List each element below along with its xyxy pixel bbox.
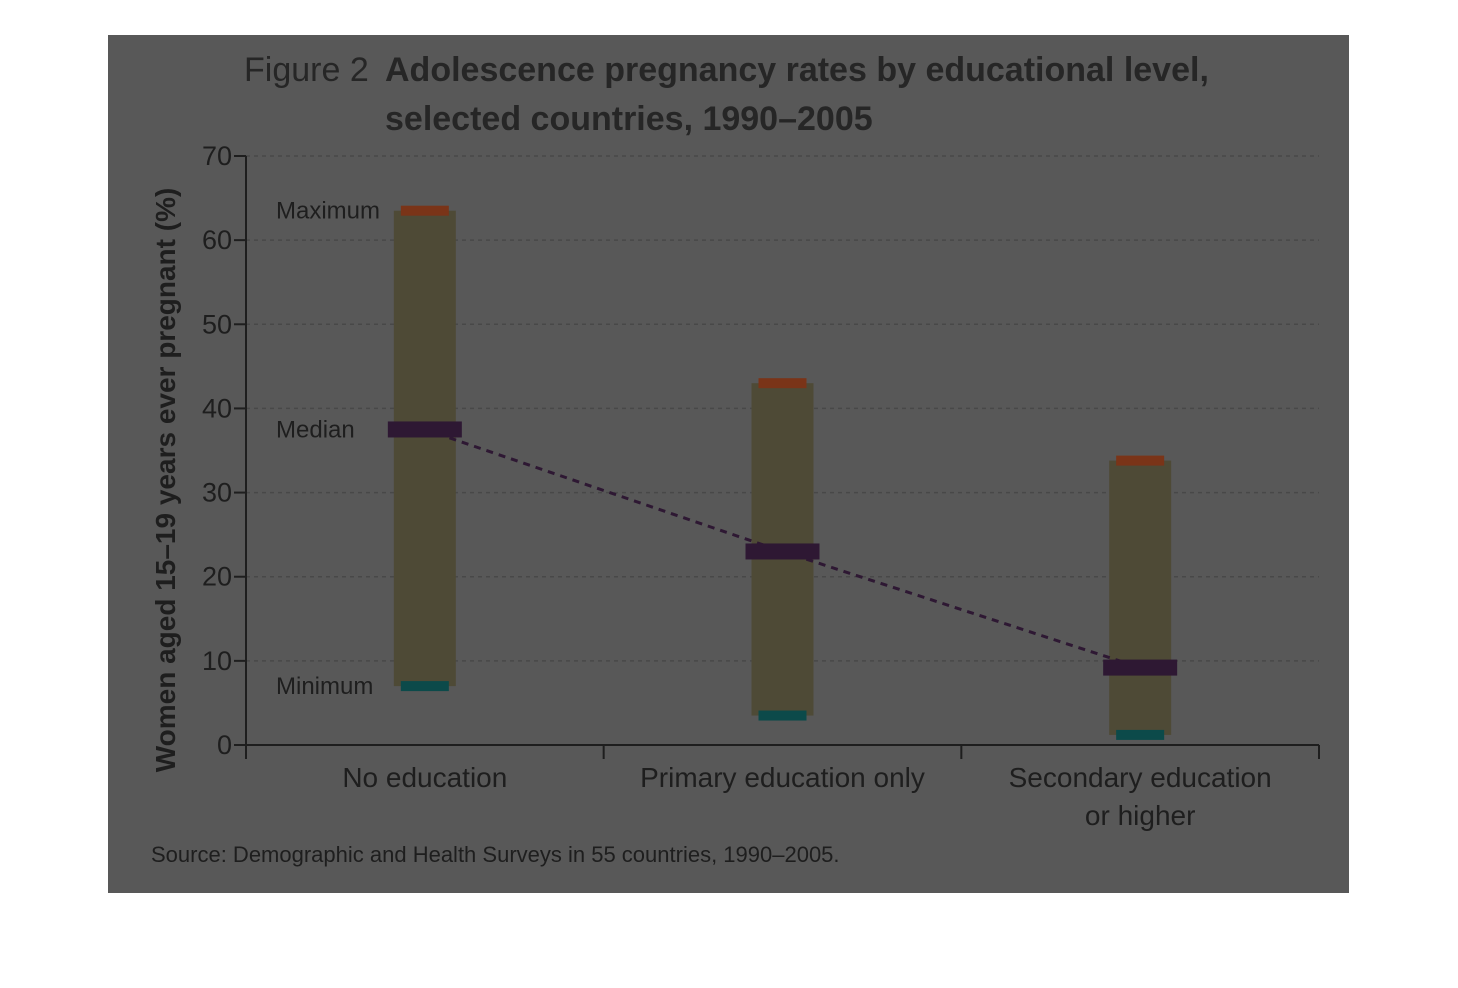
y-tick-label: 10 (202, 646, 232, 676)
x-category-label: Secondary education (1009, 762, 1272, 793)
category-labels: No education Primary education only Second… (342, 762, 1271, 831)
y-axis-label: Women aged 15–19 years ever pregnant (%) (150, 188, 181, 773)
y-axis-ticks: 0 10 20 30 40 50 60 70 (202, 141, 246, 760)
median-marker (745, 543, 820, 560)
minimum-marker (1116, 729, 1165, 740)
x-category-label: or higher (1085, 800, 1196, 831)
y-tick-label: 30 (202, 478, 232, 508)
median-trend-line (387, 421, 1178, 676)
minimum-annotation: Minimum (276, 673, 373, 700)
maximum-marker (400, 205, 449, 216)
y-tick-label: 60 (202, 225, 232, 255)
source-note: Source: Demographic and Health Surveys i… (151, 842, 840, 867)
median-annotation: Median (276, 416, 355, 443)
chart-svg: Figure 2 Adolescence pregnancy rates by … (150, 51, 1320, 867)
range-bar (393, 210, 456, 687)
figure-label: Figure 2 (244, 51, 369, 89)
maximum-marker (1116, 455, 1165, 466)
x-category-label: Primary education only (640, 762, 925, 793)
y-tick-label: 0 (217, 730, 232, 760)
minimum-marker (758, 710, 807, 721)
y-tick-label: 70 (202, 141, 232, 171)
y-tick-label: 20 (202, 562, 232, 592)
maximum-marker (758, 378, 807, 389)
maximum-annotation: Maximum (276, 198, 380, 225)
y-tick-label: 40 (202, 393, 232, 423)
chart-panel: Figure 2 Adolescence pregnancy rates by … (108, 35, 1349, 893)
y-tick-label: 50 (202, 309, 232, 339)
chart-title-line2: selected countries, 1990–2005 (385, 100, 873, 138)
minimum-marker (400, 681, 449, 692)
range-bars (393, 205, 1172, 740)
x-category-label: No education (342, 762, 507, 793)
median-marker (387, 421, 462, 438)
annotations: Maximum Median Minimum (276, 198, 380, 700)
range-bar (1109, 460, 1172, 735)
chart-title-line1: Adolescence pregnancy rates by education… (385, 51, 1209, 89)
axes (245, 156, 1320, 759)
median-marker (1103, 659, 1178, 676)
